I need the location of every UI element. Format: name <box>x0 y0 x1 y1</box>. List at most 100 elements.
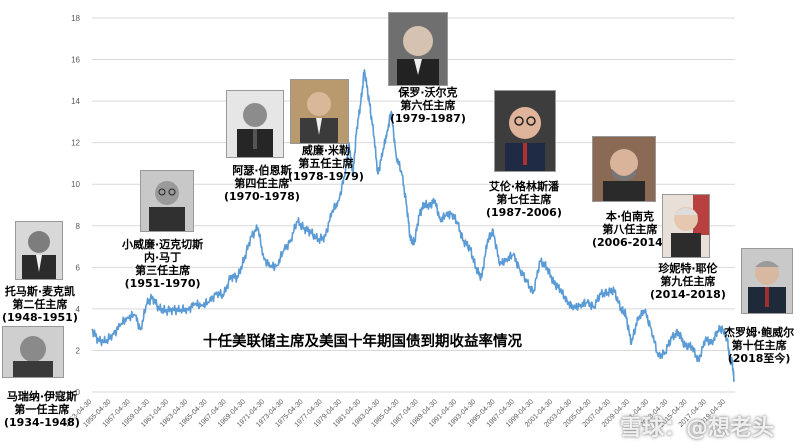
portrait-chair-7 <box>494 90 556 172</box>
chair-6-name: 保罗·沃尔克 <box>398 86 458 99</box>
chair-3-role: 第三任主席 <box>135 264 191 277</box>
chair-7-term: (1987-2006) <box>486 206 562 219</box>
data-point-84 <box>606 291 608 293</box>
data-point-16 <box>201 304 203 306</box>
data-point-47 <box>386 129 389 131</box>
data-point-74 <box>539 260 541 262</box>
data-point-88 <box>630 343 632 345</box>
label-chair-2: 托马斯·麦克凯 第二任主席 (1948-1951) <box>2 285 78 324</box>
data-point-75 <box>546 266 548 268</box>
data-point-22 <box>243 258 245 260</box>
data-point-8 <box>145 304 148 306</box>
data-point-91 <box>650 329 653 331</box>
data-point-30 <box>296 221 298 223</box>
portrait-chair-2 <box>15 221 63 280</box>
data-point-100 <box>711 341 713 343</box>
data-point-68 <box>499 264 501 266</box>
y-tick-label-18: 18 <box>71 14 80 23</box>
chair-6-term: (1979-1987) <box>390 112 466 125</box>
data-point-14 <box>187 308 189 310</box>
chair-5-role: 第五任主席 <box>298 157 354 170</box>
chair-1-role: 第一任主席 <box>14 403 70 416</box>
data-point-19 <box>222 295 224 298</box>
data-point-43 <box>368 100 370 102</box>
data-point-80 <box>579 304 582 306</box>
chair-2-name: 托马斯·麦克凯 <box>4 285 76 298</box>
data-point-21 <box>237 277 239 279</box>
data-point-31 <box>303 227 305 229</box>
data-point-85 <box>613 289 615 291</box>
y-tick-label-12: 12 <box>71 139 80 148</box>
watermark: 雪球：@想老头 <box>619 416 774 441</box>
label-chair-1: 马瑞纳·伊寇斯 第一任主席 (1934-1948) <box>4 390 80 429</box>
data-point-69 <box>505 258 508 260</box>
chart-title: 十任美联储主席及美国十年期国债到期收益率情况 <box>203 334 522 350</box>
y-tick-label-4: 4 <box>76 305 81 314</box>
label-chair-4: 阿瑟·伯恩斯 第四任主席 (1970-1978) <box>224 164 300 203</box>
data-point-51 <box>406 204 408 206</box>
data-point-86 <box>620 308 622 310</box>
data-point-24 <box>257 227 259 229</box>
data-point-57 <box>433 200 436 202</box>
data-point-67 <box>492 229 494 231</box>
data-point-20 <box>230 275 232 277</box>
data-point-29 <box>289 239 292 241</box>
data-point-25 <box>262 256 265 258</box>
label-chair-10: 杰罗姆·鲍威尔 第十任主席 (2018至今) <box>724 326 794 365</box>
portrait-chair-3 <box>140 170 194 232</box>
chair-6-role: 第六任主席 <box>400 99 456 112</box>
data-point-50 <box>401 173 403 175</box>
data-point-92 <box>657 356 659 358</box>
chair-7-role: 第七任主席 <box>496 193 552 206</box>
data-point-70 <box>512 254 514 256</box>
data-point-23 <box>250 235 252 237</box>
data-point-9 <box>151 295 153 298</box>
chair-8-role: 第八任主席 <box>602 223 658 236</box>
data-point-101 <box>718 329 720 331</box>
data-point-59 <box>445 214 447 216</box>
data-point-62 <box>462 239 464 241</box>
chair-4-name: 阿瑟·伯恩斯 <box>232 164 292 177</box>
data-point-11 <box>165 310 167 312</box>
data-point-41 <box>359 104 362 106</box>
data-point-81 <box>586 302 588 304</box>
data-point-83 <box>599 293 602 295</box>
data-point-87 <box>624 312 627 314</box>
data-point-105 <box>731 360 733 362</box>
data-point-77 <box>559 289 561 291</box>
portrait-chair-10 <box>741 248 793 314</box>
chair-4-term: (1970-1978) <box>224 190 300 203</box>
data-point-106 <box>733 378 735 381</box>
portrait-chair-5 <box>290 79 349 144</box>
data-point-32 <box>310 231 312 233</box>
data-point-17 <box>208 302 210 304</box>
label-chair-6: 保罗·沃尔克 第六任主席 (1979-1987) <box>390 86 466 125</box>
chair-9-name: 珍妮特·耶伦 <box>658 262 718 275</box>
data-point-46 <box>382 152 384 154</box>
chair-10-name: 杰罗姆·鲍威尔 <box>724 326 795 339</box>
data-point-73 <box>532 291 534 293</box>
data-point-98 <box>697 360 700 362</box>
portrait-chair-1 <box>2 326 64 378</box>
data-point-6 <box>134 314 136 316</box>
data-point-7 <box>140 329 142 331</box>
data-point-97 <box>691 345 693 347</box>
data-point-39 <box>352 175 354 177</box>
chair-3-name-2: 内·马丁 <box>144 251 182 264</box>
data-point-99 <box>704 339 706 341</box>
data-point-63 <box>469 248 471 250</box>
data-point-5 <box>126 316 128 318</box>
chair-3-name: 小威廉·迈克切斯 <box>122 238 204 251</box>
data-point-34 <box>324 235 326 237</box>
chair-3-term: (1951-1970) <box>124 277 201 290</box>
data-point-61 <box>456 223 459 225</box>
data-point-64 <box>475 266 477 268</box>
y-tick-label-10: 10 <box>71 180 80 189</box>
y-tick-label-2: 2 <box>76 346 81 355</box>
chair-5-term: (1978-1979) <box>288 170 364 183</box>
data-point-53 <box>413 241 415 243</box>
data-point-13 <box>179 310 181 312</box>
data-point-33 <box>317 239 319 241</box>
data-point-45 <box>377 173 379 175</box>
